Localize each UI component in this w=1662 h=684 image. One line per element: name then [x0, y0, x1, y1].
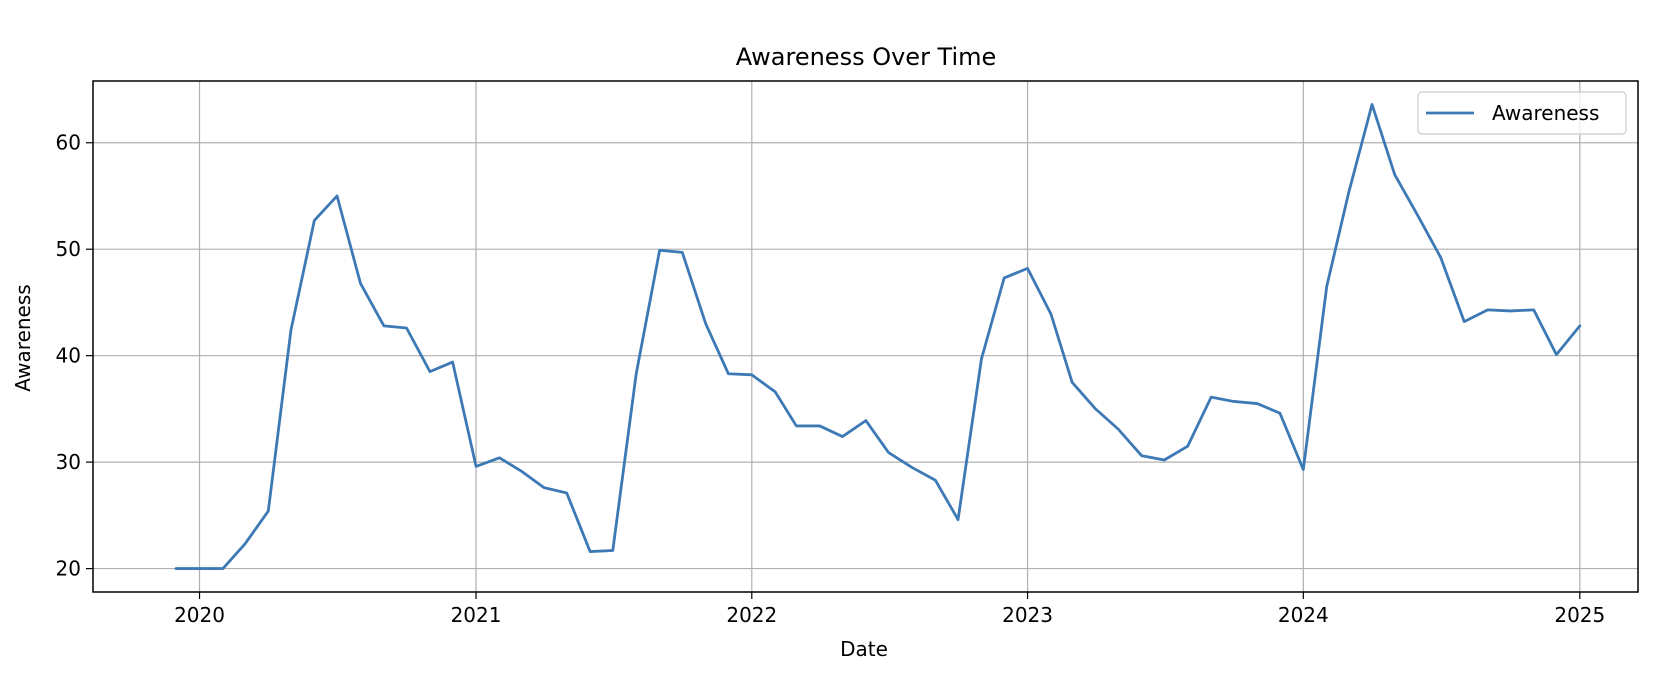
- x-tick-label: 2025: [1554, 603, 1605, 627]
- x-tick-label: 2021: [451, 603, 502, 627]
- y-tick-label: 40: [56, 344, 81, 368]
- plot-frame: [92, 80, 1639, 593]
- y-tick-label: 60: [56, 131, 81, 155]
- x-tick-label: 2023: [1002, 603, 1053, 627]
- y-tick-label: 50: [56, 237, 81, 261]
- x-tick-label: 2022: [726, 603, 777, 627]
- legend: Awareness: [1417, 91, 1627, 135]
- x-tick-label: 2020: [174, 603, 225, 627]
- x-tick-label: 2024: [1278, 603, 1329, 627]
- x-axis-title: Date: [840, 637, 888, 661]
- legend-label-awareness: Awareness: [1492, 101, 1599, 125]
- chart-title: Awareness Over Time: [736, 43, 997, 71]
- legend-box: [1417, 91, 1627, 135]
- grid-layer: [93, 81, 1638, 592]
- y-tick-label: 20: [56, 557, 81, 581]
- y-axis-title: Awareness: [11, 284, 35, 391]
- tick-layer: 2020 2021 2022 2023 2024 2025 20 30 40 50 60: [56, 131, 1606, 627]
- y-tick-label: 30: [56, 450, 81, 474]
- series-line-awareness: [174, 103, 1582, 570]
